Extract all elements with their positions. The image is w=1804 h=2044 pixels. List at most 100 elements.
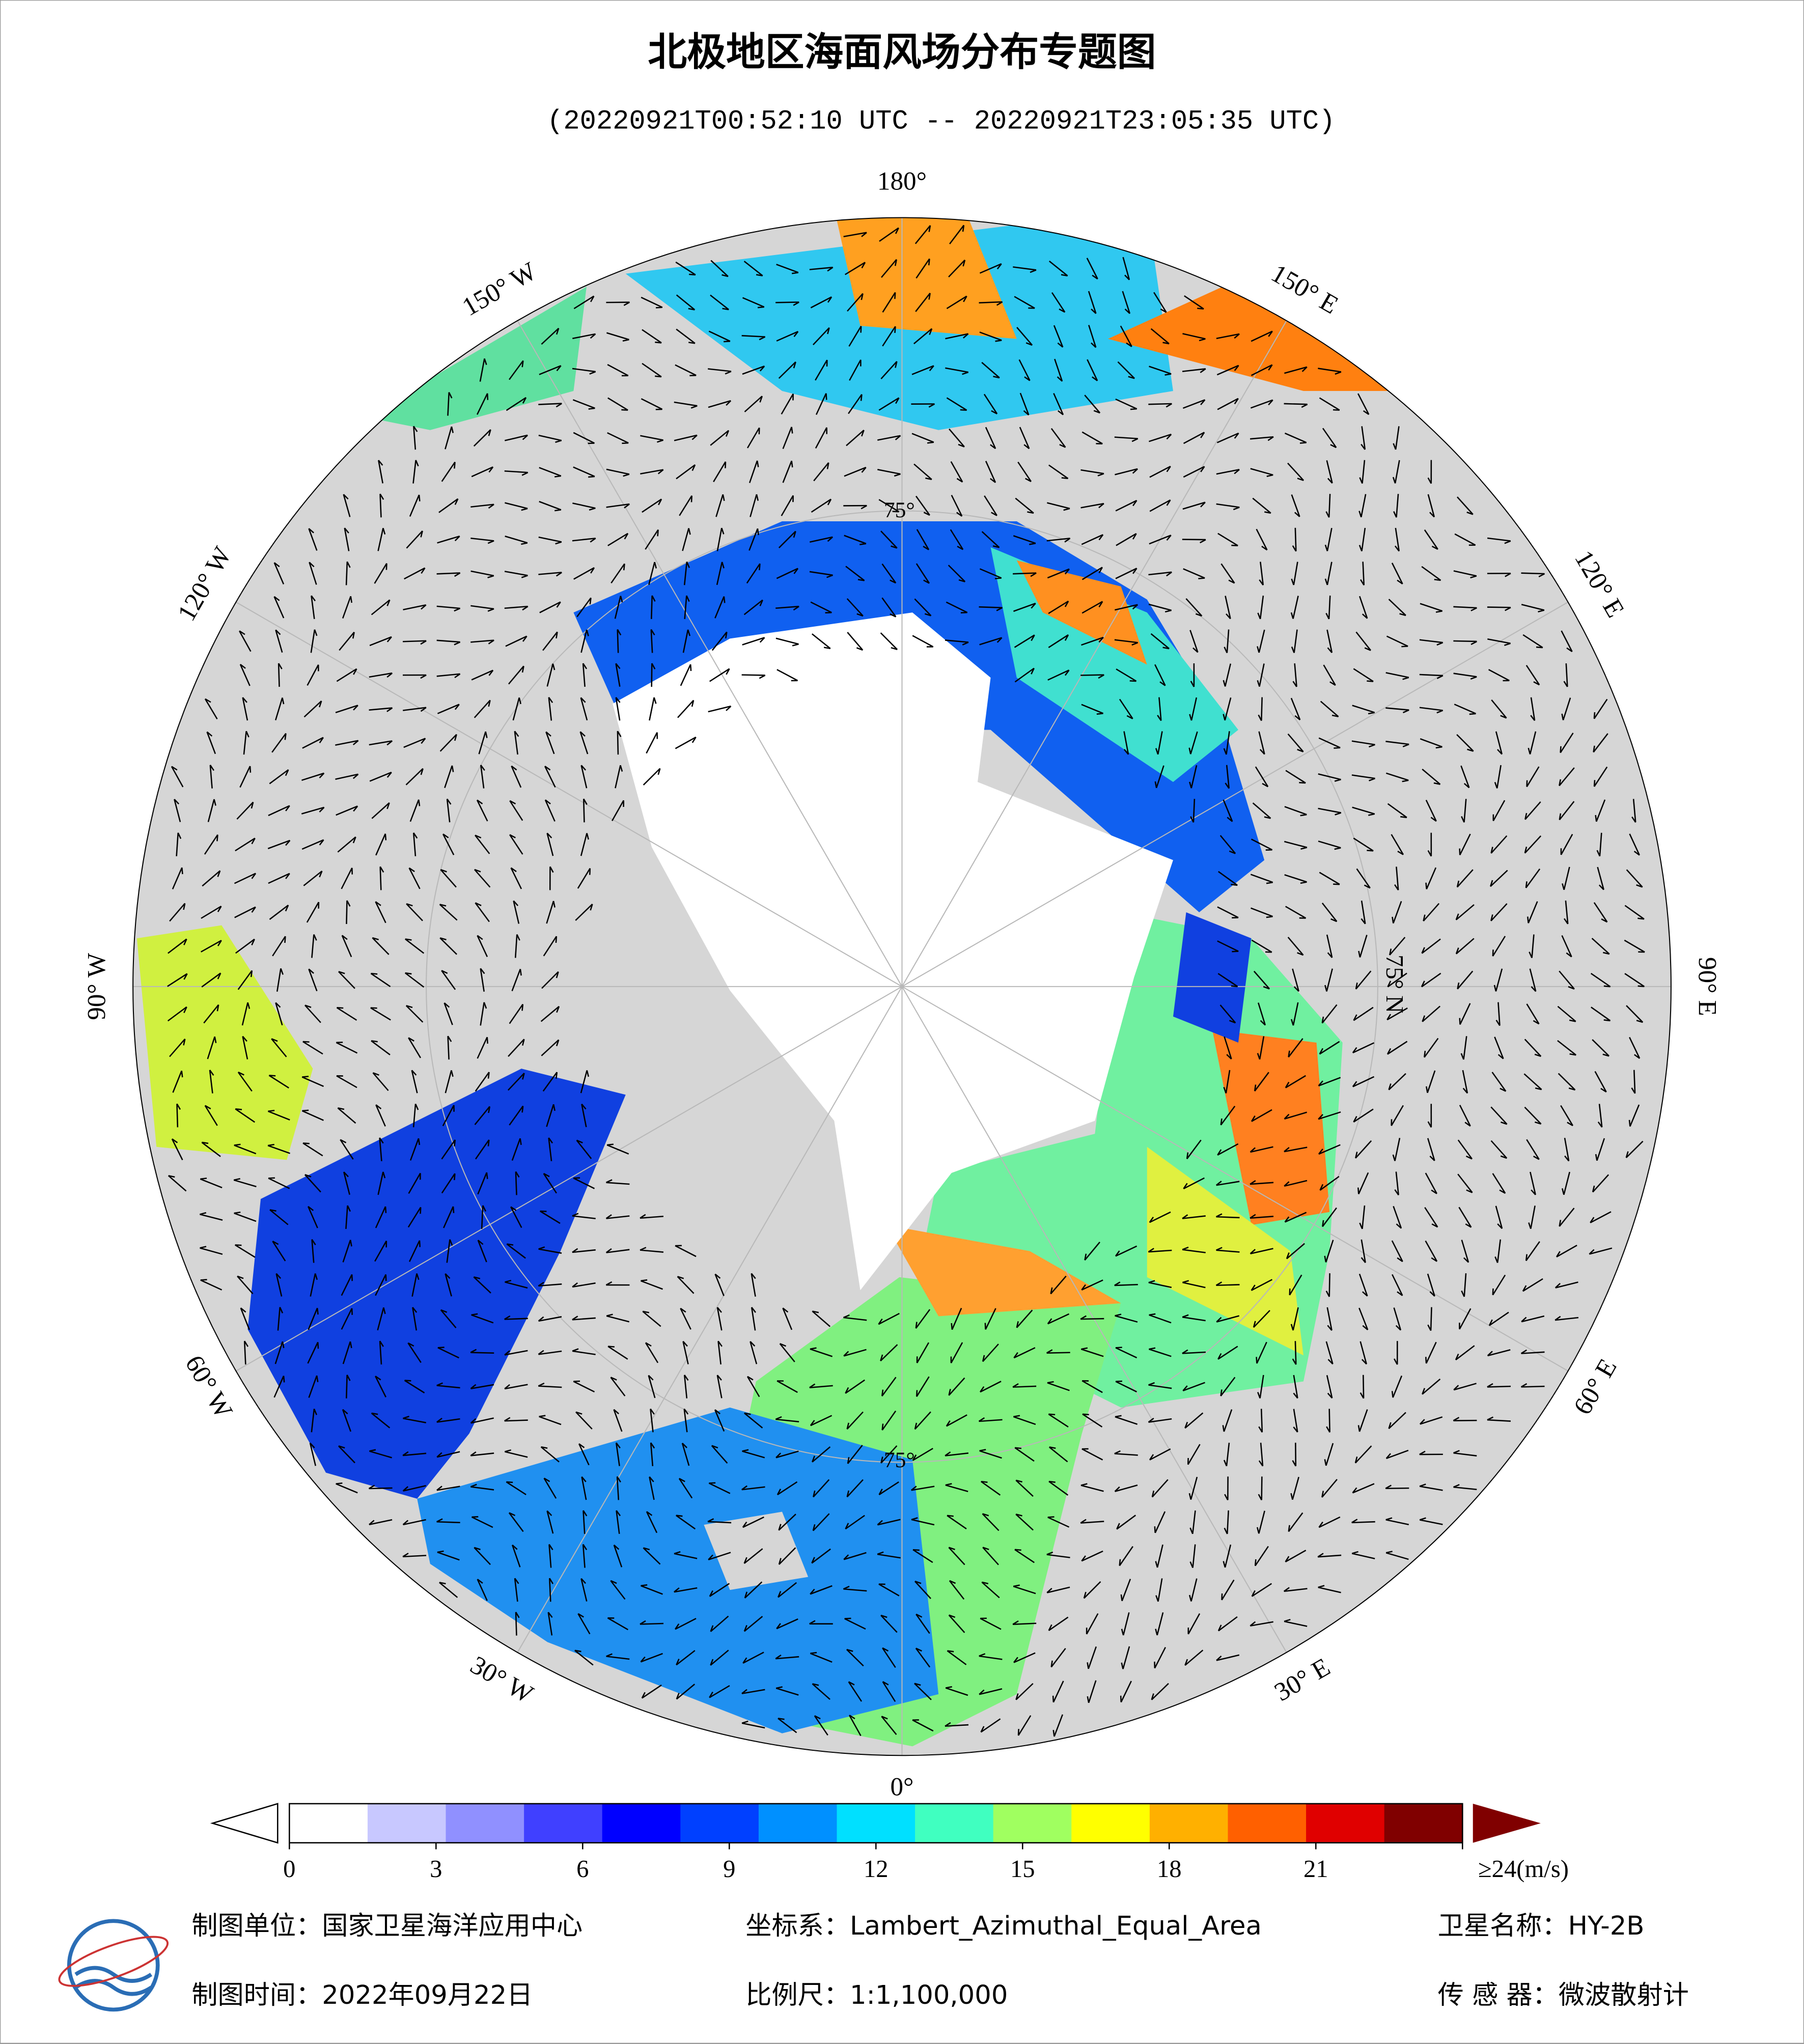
wind-arrow: [279, 1307, 284, 1313]
wind-arrow: [1256, 528, 1268, 550]
wind-arrow: [1598, 884, 1604, 890]
wind-arrow: [1098, 637, 1104, 643]
wind-arrow: [1362, 562, 1365, 585]
wind-arrow: [1524, 847, 1528, 854]
wind-arrow: [441, 970, 448, 974]
wind-arrow: [475, 1139, 490, 1160]
wind-arrow: [1421, 972, 1441, 988]
wind-arrow: [1048, 1413, 1069, 1427]
wind-arrow: [948, 1547, 965, 1565]
latitude-label: 75°: [884, 498, 915, 522]
wind-arrow: [949, 1614, 956, 1618]
wind-arrow: [914, 1580, 922, 1584]
wind-arrow: [1081, 1380, 1103, 1393]
wind-arrow: [546, 1510, 552, 1516]
wind-arrow: [925, 477, 932, 481]
wind-arrow: [1603, 985, 1611, 988]
wind-arrow: [1114, 1486, 1120, 1492]
wind-arrow: [1357, 393, 1370, 415]
wind-arrow: [606, 1656, 630, 1660]
wind-arrow: [606, 1315, 630, 1323]
wind-arrow: [882, 1647, 889, 1652]
wind-arrow: [201, 905, 222, 919]
wind-arrow: [372, 937, 379, 941]
wind-arrow: [478, 731, 486, 754]
wind-arrow: [881, 1716, 888, 1720]
wind-arrow: [1559, 767, 1575, 787]
wind-arrow: [1318, 737, 1341, 748]
wind-arrow: [650, 1442, 654, 1466]
wind-arrow: [1048, 600, 1069, 614]
wind-arrow: [205, 1105, 211, 1110]
wind-arrow: [1216, 1317, 1222, 1323]
wind-arrow: [403, 738, 426, 748]
wind-arrow: [641, 296, 663, 308]
wind-arrow: [514, 731, 519, 737]
wind-arrow: [1284, 1113, 1290, 1119]
wind-arrow: [440, 869, 447, 873]
wind-arrow: [1156, 1544, 1163, 1568]
wind-arrow: [616, 1510, 620, 1534]
wind-arrow: [518, 697, 521, 705]
wind-arrow: [207, 799, 215, 822]
wind-arrow: [945, 367, 968, 373]
wind-arrow: [307, 1341, 319, 1364]
wind-arrow: [1319, 397, 1340, 411]
wind-arrow: [1217, 1353, 1222, 1360]
wind-arrow: [521, 360, 524, 368]
wind-arrow: [1358, 1172, 1369, 1194]
wind-arrow: [1500, 715, 1507, 719]
wind-arrow: [1391, 834, 1404, 855]
wind-arrow: [1419, 1450, 1426, 1455]
wind-arrow: [1560, 733, 1574, 753]
wind-arrow: [1560, 834, 1573, 855]
wind-arrow: [1226, 731, 1230, 755]
wind-arrow: [386, 772, 392, 778]
wind-arrow: [945, 639, 969, 643]
wind-arrow: [471, 1314, 494, 1324]
wind-arrow: [436, 1518, 443, 1523]
wind-arrow: [791, 427, 793, 434]
wind-arrow: [1521, 572, 1545, 575]
wind-arrow: [878, 499, 900, 513]
wind-arrow: [682, 1341, 689, 1364]
wind-arrow: [1357, 1425, 1361, 1432]
wind-arrow: [1361, 494, 1367, 518]
wind-arrow: [1319, 872, 1340, 885]
wind-arrow: [572, 1315, 578, 1321]
wind-arrow: [176, 832, 179, 856]
wind-arrow: [470, 538, 494, 542]
wind-arrow: [622, 339, 629, 342]
wind-arrow: [782, 427, 792, 450]
wind-arrow: [1151, 1693, 1154, 1700]
wind-arrow: [302, 1142, 323, 1157]
wind-arrow: [402, 1451, 409, 1457]
wind-arrow: [1419, 707, 1443, 711]
wind-arrow: [1352, 1047, 1357, 1053]
wind-arrow: [606, 468, 630, 475]
wind-arrow: [572, 502, 596, 509]
wind-arrow: [1155, 765, 1164, 789]
wind-arrow: [1288, 1050, 1290, 1057]
wind-arrow: [1182, 1249, 1206, 1253]
wind-arrow: [454, 704, 460, 710]
wind-arrow: [1328, 1409, 1330, 1433]
wind-arrow: [1419, 639, 1443, 643]
wind-arrow: [725, 461, 727, 468]
wind-arrow: [1226, 629, 1230, 653]
wind-arrow: [311, 1409, 315, 1433]
wind-arrow: [1166, 499, 1171, 506]
wind-arrow: [915, 1614, 930, 1634]
wind-arrow: [979, 1449, 986, 1452]
wind-arrow: [843, 232, 867, 238]
wind-arrow: [1460, 765, 1470, 788]
wind-arrow: [439, 1582, 458, 1598]
wind-arrow: [709, 1691, 713, 1698]
wind-arrow: [1081, 601, 1103, 614]
colorbar-segment: [1071, 1803, 1151, 1843]
wind-arrow: [1419, 1483, 1426, 1487]
wind-arrow: [708, 330, 731, 342]
wind-arrow: [1528, 1222, 1532, 1229]
wind-arrow: [580, 629, 588, 653]
wind-arrow: [1595, 1154, 1598, 1161]
